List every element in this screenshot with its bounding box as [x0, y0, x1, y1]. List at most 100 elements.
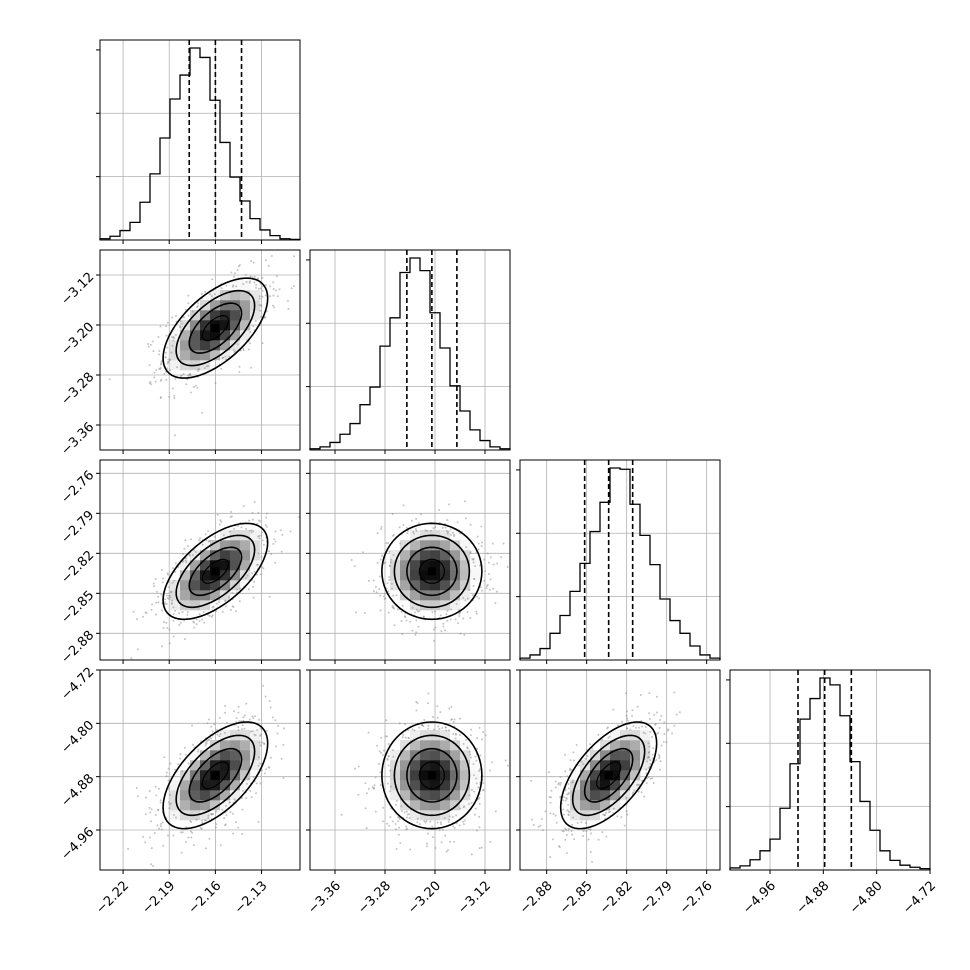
density-cell: [570, 790, 581, 801]
density-cell: [220, 560, 231, 571]
sample-point: [605, 835, 608, 838]
sample-point: [651, 735, 654, 738]
sample-point: [470, 801, 473, 804]
sample-point: [178, 326, 181, 329]
sample-point: [385, 542, 388, 545]
sample-point: [390, 587, 393, 590]
sample-point: [398, 526, 401, 529]
density-cell: [460, 590, 471, 601]
sample-point: [255, 573, 258, 576]
sample-point: [636, 783, 639, 786]
sample-point: [487, 561, 490, 564]
sample-point: [631, 714, 634, 717]
density-cell: [590, 800, 601, 811]
sample-point: [293, 255, 296, 258]
sample-point: [586, 754, 589, 757]
sample-point: [389, 790, 392, 793]
density-cell: [200, 360, 211, 371]
sample-point: [187, 314, 190, 317]
sample-point: [380, 525, 383, 528]
sample-point: [233, 798, 236, 801]
density-cell: [450, 580, 461, 591]
sample-point: [411, 606, 414, 609]
sample-point: [607, 736, 610, 739]
density-cell: [240, 280, 251, 291]
sample-point: [589, 743, 592, 746]
sample-point: [659, 768, 662, 771]
density-cell: [440, 580, 451, 591]
sample-point: [160, 822, 163, 825]
sample-point: [423, 718, 426, 721]
sample-point: [479, 754, 482, 757]
sample-point: [261, 539, 264, 542]
sample-point: [364, 807, 367, 810]
sample-point: [231, 812, 234, 815]
sample-point: [400, 610, 403, 613]
density-cell: [190, 340, 201, 351]
sample-point: [176, 366, 179, 369]
sample-point: [269, 295, 272, 298]
sample-point: [153, 585, 156, 588]
density-cell: [460, 740, 471, 751]
sample-point: [479, 564, 482, 567]
sample-point: [166, 362, 169, 365]
sample-point: [476, 535, 479, 538]
panel-frame: [99, 39, 301, 241]
sample-point: [463, 633, 466, 636]
sample-point: [281, 533, 284, 536]
sample-point: [259, 744, 262, 747]
density-cell: [590, 770, 601, 781]
sample-point: [449, 528, 452, 531]
sample-point: [216, 513, 219, 516]
sample-point: [258, 534, 261, 537]
density-cell: [470, 570, 481, 581]
sample-point: [247, 777, 250, 780]
sample-point: [567, 803, 570, 806]
sample-point: [170, 602, 173, 605]
sample-point: [191, 743, 194, 746]
sample-point: [434, 610, 437, 613]
sample-point: [279, 529, 282, 532]
sample-point: [406, 816, 409, 819]
y-tick-label: −2.88: [59, 628, 98, 667]
density-cell: [170, 790, 181, 801]
y-tick-label: −2.79: [59, 508, 98, 547]
sample-point: [406, 827, 409, 830]
density-cell: [440, 740, 451, 751]
sample-point: [158, 353, 161, 356]
sample-point: [163, 756, 166, 759]
sample-point: [232, 349, 235, 352]
sample-point: [601, 831, 604, 834]
sample-point: [230, 515, 233, 518]
sample-point: [197, 368, 200, 371]
sample-point: [633, 789, 636, 792]
sample-point: [388, 578, 391, 581]
sample-point: [271, 304, 274, 307]
sample-point: [645, 768, 648, 771]
sample-point: [220, 367, 223, 370]
sample-point: [153, 832, 156, 835]
sample-point: [374, 776, 377, 779]
density-cell: [180, 580, 191, 591]
sample-point: [239, 587, 242, 590]
density-cell: [450, 560, 461, 571]
sample-point: [469, 552, 472, 555]
sample-point: [554, 780, 557, 783]
density-cell: [440, 750, 451, 761]
sample-point: [187, 374, 190, 377]
sample-point: [448, 818, 451, 821]
sample-point: [422, 615, 425, 618]
density-cell: [440, 790, 451, 801]
sample-point: [159, 825, 162, 828]
sample-point: [405, 825, 408, 828]
sample-point: [203, 290, 206, 293]
sample-point: [445, 613, 448, 616]
sample-point: [224, 355, 227, 358]
sample-point: [495, 590, 498, 593]
sample-point: [238, 370, 241, 373]
sample-point: [193, 621, 196, 624]
sample-point: [489, 578, 492, 581]
sample-point: [563, 796, 566, 799]
density-cell: [620, 750, 631, 761]
sample-point: [236, 343, 239, 346]
